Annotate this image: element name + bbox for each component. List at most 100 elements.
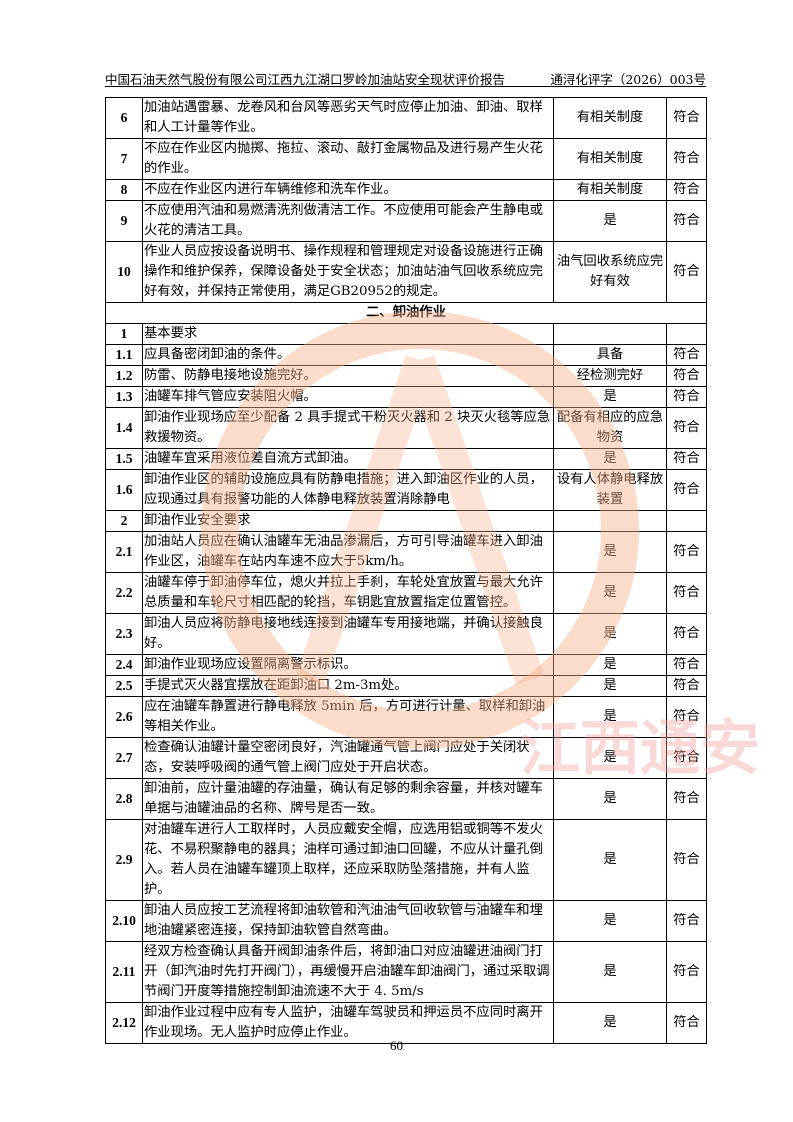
table-row: 2.7 检查确认油罐计量空密闭良好，汽油罐通气管上阀门应处于关闭状态，安装呼吸阀的… <box>105 737 707 779</box>
item-number: 6 <box>105 97 143 139</box>
table-row: 2.2 油罐车停于卸油停车位，熄火并拉上手刹，车轮处宜放置与最大允许总质量和车轮尺… <box>105 572 707 614</box>
item-result: 是 <box>553 572 667 614</box>
item-conclusion: 符合 <box>666 1002 707 1044</box>
item-conclusion: 符合 <box>666 97 707 139</box>
item-conclusion: 符合 <box>666 386 707 408</box>
item-requirement: 不应在作业区内进行车辆维修和洗车作业。 <box>142 179 554 201</box>
item-conclusion: 符合 <box>666 900 707 942</box>
item-number: 2.8 <box>105 778 143 820</box>
item-conclusion: 符合 <box>666 138 707 180</box>
item-result <box>553 323 667 345</box>
item-number: 1.2 <box>105 365 143 387</box>
item-result: 配备有相应的应急物资 <box>553 407 667 449</box>
table-row: 1.2 防雷、防静电接地设施完好。 经检测完好 符合 <box>105 365 707 387</box>
item-result: 有相关制度 <box>553 97 667 139</box>
item-number: 2.3 <box>105 613 143 655</box>
item-number: 9 <box>105 200 143 242</box>
item-number: 2.11 <box>105 941 143 1003</box>
checklist-table: 6 加油站遇雷暴、龙卷风和台风等恶劣天气时应停止加油、卸油、取样和人工计量等作业。… <box>105 97 707 1044</box>
item-conclusion: 符合 <box>666 448 707 470</box>
table-row: 1.4 卸油作业现场应至少配备 2 具手提式干粉灭火器和 2 块灭火毯等应急救援物… <box>105 407 707 449</box>
item-result <box>553 510 667 532</box>
table-row: 1.5 油罐车宜采用液位差自流方式卸油。是符合 <box>105 448 707 470</box>
item-conclusion <box>666 510 707 532</box>
item-conclusion: 符合 <box>666 819 707 901</box>
item-result: 是 <box>553 900 667 942</box>
table-row: 1.1 应具备密闭卸油的条件。 具备 符合 <box>105 344 707 366</box>
item-result: 是 <box>553 200 667 242</box>
table-row: 2.3 卸油人员应将防静电接地线连接到油罐车专用接地端，并确认接触良好。是符合 <box>105 613 707 655</box>
item-number: 1 <box>105 323 143 345</box>
item-result: 是 <box>553 675 667 697</box>
item-result: 有相关制度 <box>553 138 667 180</box>
item-conclusion: 符合 <box>666 696 707 738</box>
table-row: 2.10 卸油人员应按工艺流程将卸油软管和汽油油气回收软管与油罐车和埋地油罐紧密连… <box>105 900 707 942</box>
item-conclusion: 符合 <box>666 344 707 366</box>
item-result: 经检测完好 <box>553 365 667 387</box>
item-result: 油气回收系统应完好有效 <box>553 241 667 303</box>
page-number: 60 <box>390 1038 403 1053</box>
item-requirement: 卸油前，应计量油罐的存油量，确认有足够的剩余容量，并核对罐车单据与油罐油品的名称… <box>142 778 554 820</box>
item-result: 是 <box>553 737 667 779</box>
table-row: 2 卸油作业安全要求 <box>105 510 707 532</box>
item-number: 2.10 <box>105 900 143 942</box>
item-result: 具备 <box>553 344 667 366</box>
item-conclusion: 符合 <box>666 941 707 1003</box>
table-row: 2.9 对油罐车进行人工取样时，人员应戴安全帽，应选用铝或铜等不发火花、不易积聚静… <box>105 819 707 901</box>
item-number: 2 <box>105 510 143 532</box>
item-number: 2.9 <box>105 819 143 901</box>
item-number: 2.1 <box>105 531 143 573</box>
item-conclusion: 符合 <box>666 531 707 573</box>
item-requirement: 不应在作业区内抛掷、拖拉、滚动、敲打金属物品及进行易产生火花的作业。 <box>142 138 554 180</box>
item-requirement: 卸油作业安全要求 <box>142 510 554 532</box>
item-requirement: 应在油罐车静置进行静电释放 5min 后，方可进行计量、取样和卸油等相关作业。 <box>142 696 554 738</box>
item-conclusion: 符合 <box>666 365 707 387</box>
item-requirement: 卸油人员应按工艺流程将卸油软管和汽油油气回收软管与油罐车和埋地油罐紧密连接，保持… <box>142 900 554 942</box>
table-row: 8 不应在作业区内进行车辆维修和洗车作业。 有相关制度 符合 <box>105 179 707 201</box>
table-row: 2.5 手提式灭火器宜摆放在距卸油口 2m-3m处。是符合 <box>105 675 707 697</box>
item-number: 1.6 <box>105 469 143 511</box>
item-result: 是 <box>553 941 667 1003</box>
item-number: 2.2 <box>105 572 143 614</box>
table-row: 10 作业人员应按设备说明书、操作规程和管理规定对设备设施进行正确操作和维护保养，… <box>105 241 707 303</box>
item-requirement: 检查确认油罐计量空密闭良好，汽油罐通气管上阀门应处于关闭状态，安装呼吸阀的通气管… <box>142 737 554 779</box>
item-requirement: 油罐车宜采用液位差自流方式卸油。 <box>142 448 554 470</box>
item-requirement: 经双方检查确认具备开阀卸油条件后，将卸油口对应油罐进油阀门打开（卸汽油时先打开阀… <box>142 941 554 1003</box>
item-number: 2.12 <box>105 1002 143 1044</box>
table-row: 1.3 油罐车排气管应安装阻火帽。是符合 <box>105 386 707 408</box>
item-number: 2.4 <box>105 654 143 676</box>
table-row: 6 加油站遇雷暴、龙卷风和台风等恶劣天气时应停止加油、卸油、取样和人工计量等作业。… <box>105 97 707 139</box>
table-row: 2.8 卸油前，应计量油罐的存油量，确认有足够的剩余容量，并核对罐车单据与油罐油品… <box>105 778 707 820</box>
item-requirement: 油罐车停于卸油停车位，熄火并拉上手刹，车轮处宜放置与最大允许总质量和车轮尺寸相匹… <box>142 572 554 614</box>
item-number: 1.1 <box>105 344 143 366</box>
table-row: 9 不应使用汽油和易燃清洗剂做清洁工作。不应使用可能会产生静电或火花的清洁工具。是… <box>105 200 707 242</box>
item-requirement: 基本要求 <box>142 323 554 345</box>
item-result: 设有人体静电释放装置 <box>553 469 667 511</box>
item-requirement: 加油站人员应在确认油罐车无油品渗漏后，方可引导油罐车进入卸油作业区，油罐车在站内… <box>142 531 554 573</box>
table-row: 2.12 卸油作业过程中应有专人监护，油罐车驾驶员和押运员不应同时离开作业现场。无… <box>105 1002 707 1044</box>
item-result: 是 <box>553 819 667 901</box>
item-conclusion <box>666 323 707 345</box>
item-result: 是 <box>553 531 667 573</box>
item-number: 2.6 <box>105 696 143 738</box>
document-number: 通浔化评字（2026）003号 <box>550 72 706 87</box>
section-title: 二、卸油作业 <box>105 302 707 324</box>
table-row: 1 基本要求 <box>105 323 707 345</box>
item-conclusion: 符合 <box>666 200 707 242</box>
item-number: 1.4 <box>105 407 143 449</box>
item-requirement: 不应使用汽油和易燃清洗剂做清洁工作。不应使用可能会产生静电或火花的清洁工具。 <box>142 200 554 242</box>
item-conclusion: 符合 <box>666 613 707 655</box>
table-row: 2.1 加油站人员应在确认油罐车无油品渗漏后，方可引导油罐车进入卸油作业区，油罐车… <box>105 531 707 573</box>
item-result: 是 <box>553 613 667 655</box>
item-result: 是 <box>553 654 667 676</box>
table-row: 2.4 卸油作业现场应设置隔离警示标识。是符合 <box>105 654 707 676</box>
item-requirement: 加油站遇雷暴、龙卷风和台风等恶劣天气时应停止加油、卸油、取样和人工计量等作业。 <box>142 97 554 139</box>
report-title: 中国石油天然气股份有限公司江西九江湖口罗岭加油站安全现状评价报告 <box>105 72 506 87</box>
item-requirement: 卸油作业现场应至少配备 2 具手提式干粉灭火器和 2 块灭火毯等应急救援物资。 <box>142 407 554 449</box>
item-requirement: 油罐车排气管应安装阻火帽。 <box>142 386 554 408</box>
item-result: 有相关制度 <box>553 179 667 201</box>
item-conclusion: 符合 <box>666 469 707 511</box>
item-conclusion: 符合 <box>666 179 707 201</box>
item-number: 2.7 <box>105 737 143 779</box>
item-conclusion: 符合 <box>666 572 707 614</box>
